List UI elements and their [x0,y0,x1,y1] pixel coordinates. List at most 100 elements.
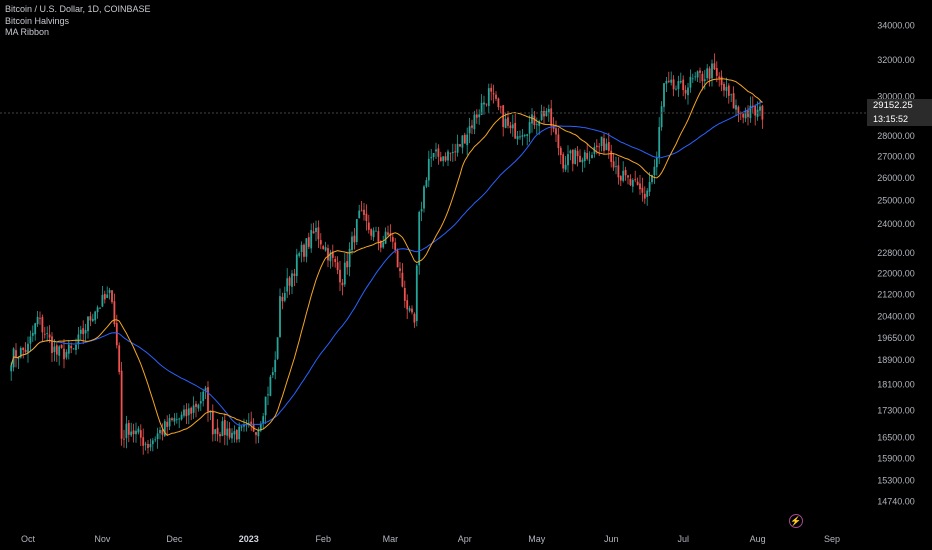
candle-body [463,134,466,144]
candle-body [713,63,716,70]
candle-body [687,87,689,96]
candle-body [19,347,22,358]
candle-body [600,136,603,147]
y-tick-label: 15900.00 [877,454,915,464]
candle-body [514,122,517,139]
candle-body [749,105,752,119]
candle-body [154,439,157,441]
candle-body [703,79,706,81]
candle-body [298,253,301,256]
candle-body [394,242,397,251]
time-axis[interactable]: Oct Nov Dec 2023 Feb Mar Apr May Jun Jul Aug Sep [21,534,840,544]
candle-body [507,117,509,126]
lightning-icon[interactable]: ⚡ [789,514,803,528]
ma-fast-line [10,78,763,436]
candle-body [391,237,394,242]
candle-body [475,114,478,118]
candle-body [451,151,454,154]
symbol-label[interactable]: Bitcoin / U.S. Dollar, 1D, COINBASE [5,4,151,14]
candle-body [60,344,63,348]
candle-body [639,183,641,190]
candle-body [70,345,73,349]
candle-body [576,150,579,157]
candle-body [103,293,106,300]
candle-body [367,222,370,230]
candle-body [43,333,46,335]
candle-body [175,419,178,421]
candle-body [538,121,541,126]
candle-body [759,106,761,111]
candle-body [101,294,104,307]
candle-body [660,106,663,128]
candle-body [437,148,440,157]
candle-body [483,102,485,105]
candle-body [300,244,303,253]
candle-body [341,282,344,286]
candle-body [159,430,161,434]
candle-body [651,175,653,183]
candle-body [581,159,584,163]
candle-body [679,80,682,83]
candle-body [588,159,591,161]
candle-body [487,88,490,106]
candle-body [427,158,430,181]
candle-body [567,154,569,166]
candle-body [504,118,507,128]
candle-body [89,316,92,321]
candle-body [449,152,452,154]
candle-body [132,430,135,435]
candle-body [348,248,351,268]
candle-body [603,138,605,151]
candle-body [619,176,622,181]
x-tick-label: Mar [383,534,399,544]
candle-body [310,230,313,249]
candle-body [631,179,634,187]
candle-body [583,152,586,162]
candle-body [46,333,49,334]
candle-body [63,348,65,360]
candle-body [192,405,195,413]
candle-body [399,268,401,272]
candle-body [353,235,356,243]
candle-body [358,210,361,219]
candle-body [617,165,620,178]
candle-body [557,134,560,149]
candle-body [202,391,205,401]
candle-body [490,87,493,92]
candle-body [643,193,646,199]
candle-body [10,365,13,372]
x-tick-label: May [528,534,546,544]
candle-body [761,105,764,120]
candle-body [36,316,39,325]
indicator-ma-ribbon[interactable]: MA Ribbon [5,27,50,37]
y-tick-label: 21200.00 [877,290,915,300]
candle-body [187,408,190,416]
x-tick-label: 2023 [239,534,259,544]
candle-body [401,272,404,287]
price-axis[interactable]: 34000.00 32000.00 30000.00 28000.00 27000.00… [877,20,915,506]
candle-body [199,401,202,404]
candle-body [144,443,147,445]
candle-body [99,307,101,309]
candle-body [65,352,68,358]
candle-body [540,111,543,120]
candle-body [231,432,233,439]
candle-body [267,394,269,396]
x-tick-label: Apr [458,534,472,544]
y-tick-label: 27000.00 [877,152,915,162]
candle-body [355,219,358,242]
candle-body [691,78,694,80]
candle-body [137,428,140,433]
candle-body [670,79,673,83]
candle-body [571,149,574,164]
candle-body [96,307,99,313]
y-tick-label: 16500.00 [877,432,915,442]
candle-body [684,89,687,94]
candle-body [77,334,80,344]
indicator-halvings[interactable]: Bitcoin Halvings [5,15,70,26]
candle-body [226,428,229,436]
candle-body [675,88,677,90]
candle-body [605,143,608,151]
y-tick-label: 17300.00 [877,405,915,415]
